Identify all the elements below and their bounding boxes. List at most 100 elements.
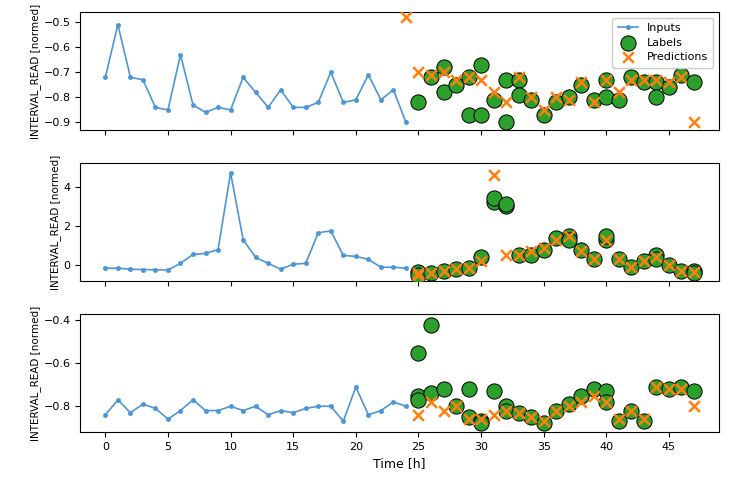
Point <box>500 203 512 210</box>
Point <box>563 400 575 408</box>
Predictions <box>475 76 487 84</box>
Point <box>450 402 462 410</box>
Labels <box>500 119 512 126</box>
Inputs <box>402 120 410 125</box>
Point <box>601 236 612 243</box>
Point <box>613 415 625 423</box>
Point <box>676 267 688 275</box>
Point <box>676 267 688 275</box>
Point <box>613 255 625 263</box>
X-axis label: Time [h]: Time [h] <box>374 457 426 470</box>
Point <box>688 387 700 395</box>
Point <box>425 398 437 406</box>
Point <box>538 246 550 253</box>
Labels <box>475 111 487 119</box>
Point <box>463 415 474 423</box>
Point <box>526 413 537 421</box>
Predictions <box>450 76 462 84</box>
Point <box>538 418 550 425</box>
Point <box>488 194 499 202</box>
Labels <box>626 73 637 81</box>
Point <box>438 407 450 414</box>
Predictions <box>463 73 474 81</box>
Predictions <box>512 73 524 81</box>
Point <box>412 271 424 279</box>
Line: Inputs: Inputs <box>103 23 408 124</box>
Inputs <box>264 105 272 110</box>
Point <box>500 252 512 259</box>
Point <box>450 402 462 410</box>
Point <box>613 418 625 425</box>
Point <box>475 415 487 423</box>
Inputs <box>151 105 160 110</box>
Point <box>638 415 650 423</box>
Point <box>688 269 700 277</box>
Point <box>463 264 474 272</box>
Inputs <box>339 99 347 105</box>
Point <box>601 236 612 243</box>
Point <box>538 420 550 427</box>
Predictions <box>650 76 662 84</box>
Point <box>575 392 587 399</box>
Inputs <box>214 105 223 110</box>
Point <box>563 232 575 240</box>
Legend: Inputs, Labels, Predictions: Inputs, Labels, Predictions <box>612 18 713 68</box>
Point <box>488 411 499 419</box>
Point <box>650 383 662 391</box>
Point <box>613 255 625 263</box>
Point <box>526 252 537 259</box>
Point <box>650 383 662 391</box>
Point <box>450 265 462 273</box>
Inputs <box>251 89 260 95</box>
Predictions <box>550 94 562 101</box>
Point <box>526 248 537 255</box>
Inputs <box>226 107 235 113</box>
Point <box>676 383 688 391</box>
Point <box>626 407 637 414</box>
Labels <box>601 94 612 101</box>
Predictions <box>500 98 512 106</box>
Predictions <box>425 71 437 79</box>
Predictions <box>688 119 700 126</box>
Point <box>550 407 562 414</box>
Inputs <box>351 97 360 103</box>
Point <box>626 264 637 271</box>
Predictions <box>563 96 575 104</box>
Labels <box>412 98 424 106</box>
Y-axis label: INTERVAL_READ [normed]: INTERVAL_READ [normed] <box>30 3 41 139</box>
Labels <box>438 88 450 96</box>
Point <box>475 257 487 265</box>
Labels <box>663 84 675 91</box>
Point <box>626 264 637 271</box>
Predictions <box>588 98 599 106</box>
Point <box>412 411 424 419</box>
Point <box>663 385 675 393</box>
Point <box>663 262 675 269</box>
Point <box>676 385 688 393</box>
Inputs <box>201 109 210 115</box>
Point <box>550 236 562 243</box>
Point <box>438 385 450 393</box>
Labels <box>650 78 662 86</box>
Predictions <box>400 13 412 21</box>
Point <box>438 267 450 275</box>
Point <box>588 255 599 263</box>
Point <box>425 269 437 277</box>
Point <box>425 269 437 277</box>
Inputs <box>176 52 185 58</box>
Inputs <box>139 77 147 83</box>
Point <box>463 413 474 421</box>
Point <box>512 252 524 259</box>
Point <box>638 257 650 265</box>
Labels <box>463 111 474 119</box>
Point <box>601 387 612 395</box>
Point <box>563 236 575 243</box>
Labels <box>676 71 688 79</box>
Inputs <box>277 87 285 93</box>
Point <box>412 269 424 277</box>
Point <box>688 267 700 275</box>
Labels <box>463 73 474 81</box>
Labels <box>512 76 524 84</box>
Point <box>463 385 474 393</box>
Point <box>650 252 662 259</box>
